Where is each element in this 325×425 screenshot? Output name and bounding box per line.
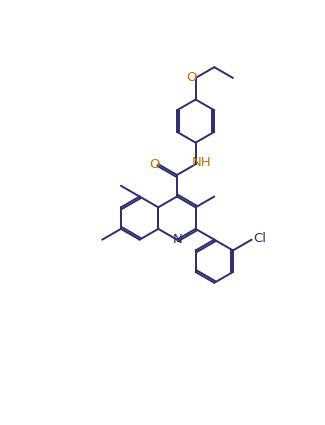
Text: NH: NH — [192, 156, 212, 169]
Text: O: O — [149, 158, 160, 171]
Text: Cl: Cl — [253, 232, 266, 245]
Text: O: O — [186, 71, 196, 84]
Text: N: N — [173, 233, 183, 246]
